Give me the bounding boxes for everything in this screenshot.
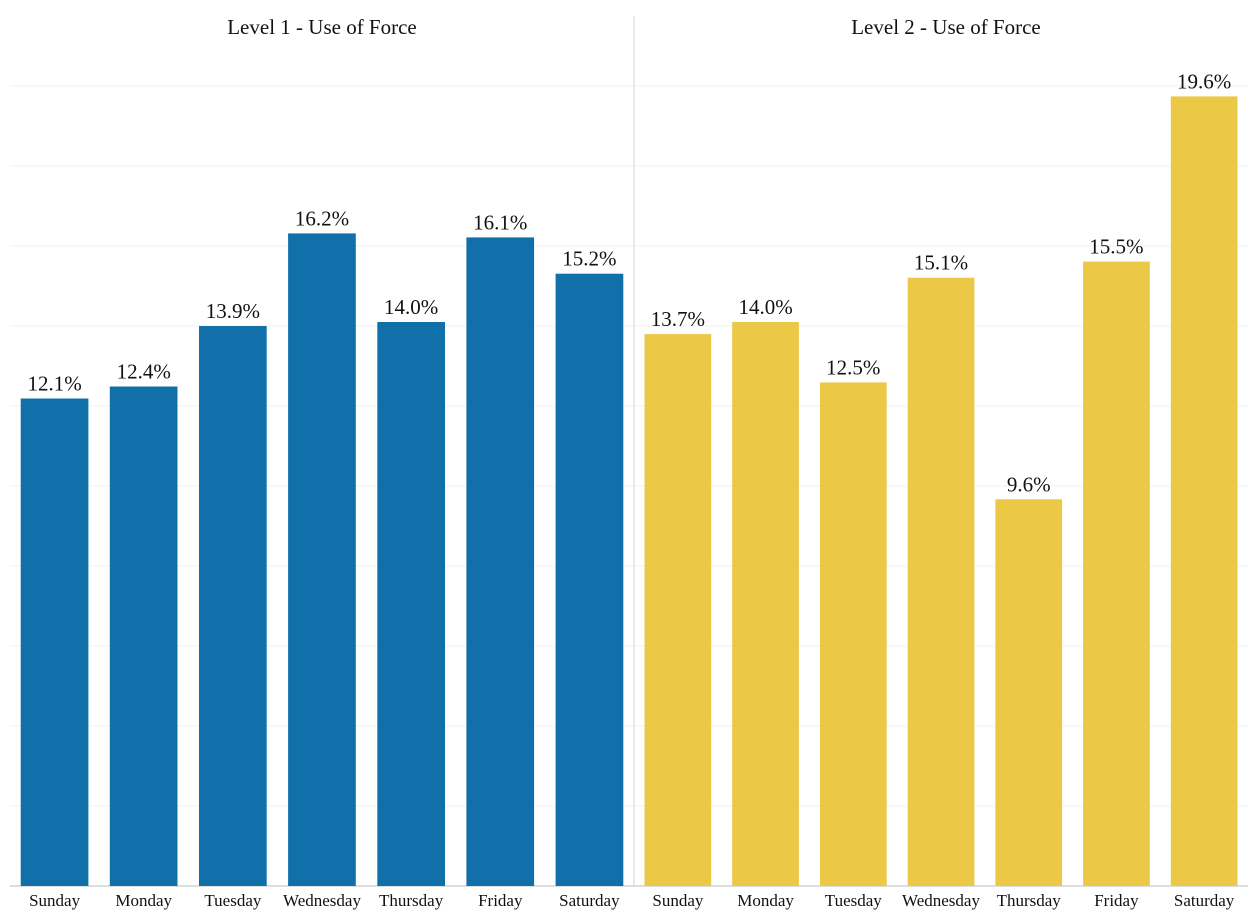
tick-label-level-1-friday: Friday (478, 891, 523, 910)
tick-label-level-2-sunday: Sunday (652, 891, 704, 910)
bar-level-2-thursday (995, 499, 1063, 886)
x-tick-labels: Sunday Monday Tuesday Wednesday Thursday Frid… (29, 891, 1235, 910)
tick-label-level-1-tuesday: Tuesday (204, 891, 261, 910)
data-label-level-2-friday: 15.5% (1089, 235, 1143, 259)
bar-level-2-sunday (644, 334, 712, 887)
tick-label-level-2-saturday: Saturday (1174, 891, 1235, 910)
tick-label-level-1-monday: Monday (115, 891, 172, 910)
data-label-level-1-tuesday: 13.9% (206, 299, 260, 323)
data-labels: 12.1% 12.4% 13.9% 16.2% 14.0% 16.1% 15.2% 13.7%… (27, 69, 1231, 496)
panel-title-level-1: Level 1 - Use of Force (227, 15, 417, 39)
bars (20, 96, 1238, 887)
bar-level-1-wednesday (288, 233, 356, 886)
tick-label-level-1-thursday: Thursday (379, 891, 444, 910)
tick-label-level-2-friday: Friday (1094, 891, 1139, 910)
tick-label-level-1-sunday: Sunday (29, 891, 81, 910)
data-label-level-1-thursday: 14.0% (384, 295, 438, 319)
bar-level-1-tuesday (199, 326, 267, 886)
bar-level-1-thursday (377, 322, 445, 886)
data-label-level-1-wednesday: 16.2% (295, 206, 349, 230)
tick-label-level-1-saturday: Saturday (559, 891, 620, 910)
data-label-level-2-sunday: 13.7% (651, 307, 705, 331)
data-label-level-1-saturday: 15.2% (562, 247, 616, 271)
data-label-level-2-tuesday: 12.5% (826, 355, 880, 379)
data-label-level-2-saturday: 19.6% (1177, 69, 1231, 93)
tick-label-level-2-wednesday: Wednesday (902, 891, 980, 910)
data-label-level-1-monday: 12.4% (117, 360, 171, 384)
bar-level-2-saturday (1170, 96, 1238, 886)
gridlines (10, 85, 1248, 807)
bar-level-2-monday (732, 322, 799, 886)
data-label-level-1-sunday: 12.1% (27, 372, 81, 396)
tick-label-level-2-tuesday: Tuesday (825, 891, 882, 910)
panel-title-level-2: Level 2 - Use of Force (851, 15, 1041, 39)
data-label-level-1-friday: 16.1% (473, 210, 527, 234)
tick-label-level-1-wednesday: Wednesday (283, 891, 361, 910)
bar-level-2-tuesday (820, 382, 887, 886)
data-label-level-2-monday: 14.0% (738, 295, 792, 319)
tick-label-level-2-monday: Monday (737, 891, 794, 910)
bar-level-1-sunday (20, 398, 89, 886)
bar-level-1-saturday (555, 273, 624, 886)
bar-level-1-friday (466, 237, 535, 886)
bar-level-2-wednesday (907, 277, 975, 886)
bar-level-2-friday (1083, 261, 1150, 887)
tick-label-level-2-thursday: Thursday (997, 891, 1062, 910)
data-label-level-2-thursday: 9.6% (1007, 472, 1051, 496)
data-label-level-2-wednesday: 15.1% (914, 251, 968, 275)
bar-level-1-monday (109, 386, 178, 886)
